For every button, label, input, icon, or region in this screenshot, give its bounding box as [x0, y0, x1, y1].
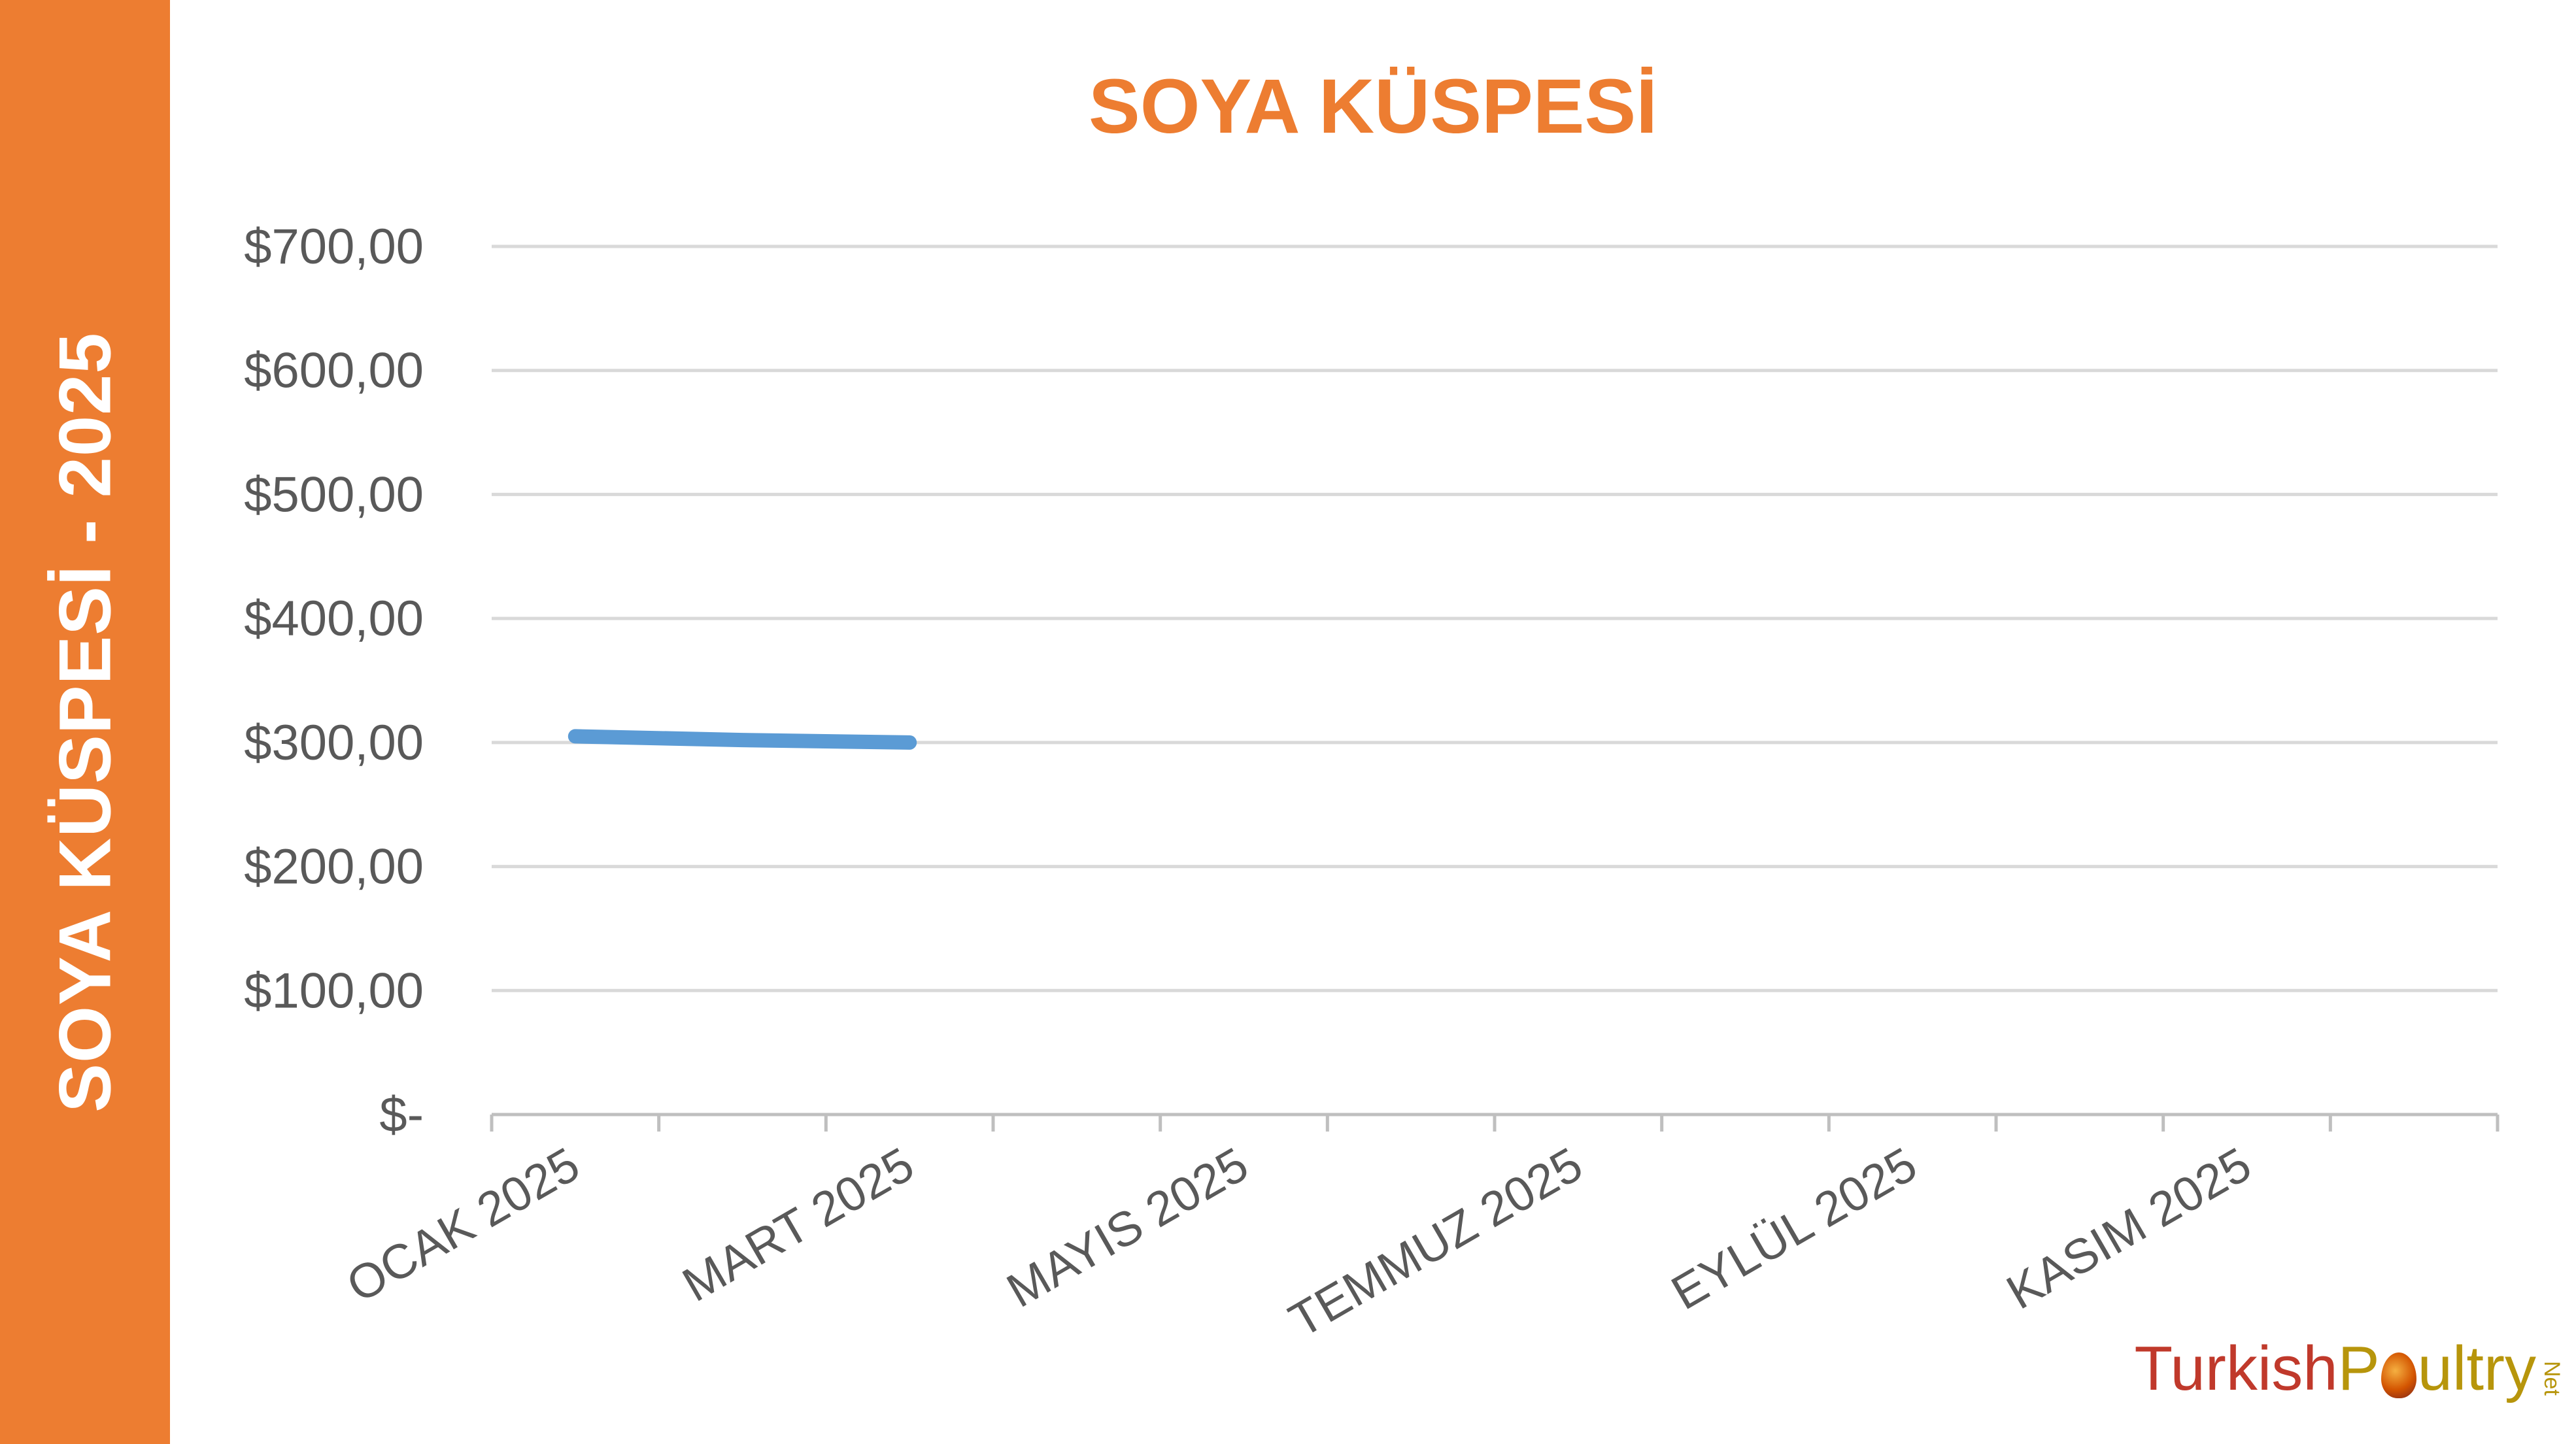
y-tick-label: $600,00 — [244, 343, 424, 399]
y-tick-label: $200,00 — [244, 839, 424, 895]
x-tick-label: TEMMUZ 2025 — [1280, 1137, 1591, 1348]
x-axis — [490, 1113, 2500, 1132]
gridlines — [492, 244, 2498, 992]
y-tick-label: $400,00 — [244, 591, 424, 646]
y-tick-label: $100,00 — [244, 963, 424, 1018]
sidebar-band: SOYA KÜSPESİ - 2025 — [0, 0, 170, 1444]
egg-icon — [2381, 1352, 2416, 1398]
x-tick-label: KASIM 2025 — [1997, 1137, 2260, 1320]
turkish-poultry-logo: Turkish P ultry Net — [2134, 1333, 2564, 1405]
x-tick-label: MAYIS 2025 — [998, 1137, 1257, 1318]
logo-text-turkish: Turkish — [2134, 1334, 2338, 1403]
logo-text-net: Net — [2539, 1361, 2564, 1396]
x-axis-tick-labels: OCAK 2025 MART 2025 MAYIS 2025 TEMMUZ 2025 E… — [337, 1137, 2260, 1348]
x-tick-label: EYLÜL 2025 — [1663, 1137, 1926, 1320]
y-tick-label: $300,00 — [244, 715, 424, 771]
y-tick-label: $700,00 — [244, 219, 424, 275]
logo-text-p: P — [2337, 1334, 2380, 1403]
x-tick-label: OCAK 2025 — [337, 1137, 588, 1313]
y-tick-label: $500,00 — [244, 467, 424, 522]
y-axis-ticks: $- $100,00 $200,00 $300,00 $400,00 $500,00 $60… — [244, 219, 424, 1143]
x-tick-label: MART 2025 — [673, 1137, 923, 1312]
logo-text-ultry: ultry — [2417, 1334, 2536, 1403]
chart-title: SOYA KÜSPESİ — [1088, 63, 1658, 150]
series-line-0 — [568, 729, 917, 750]
y-tick-label: $- — [379, 1087, 424, 1143]
series-lines — [568, 729, 917, 750]
